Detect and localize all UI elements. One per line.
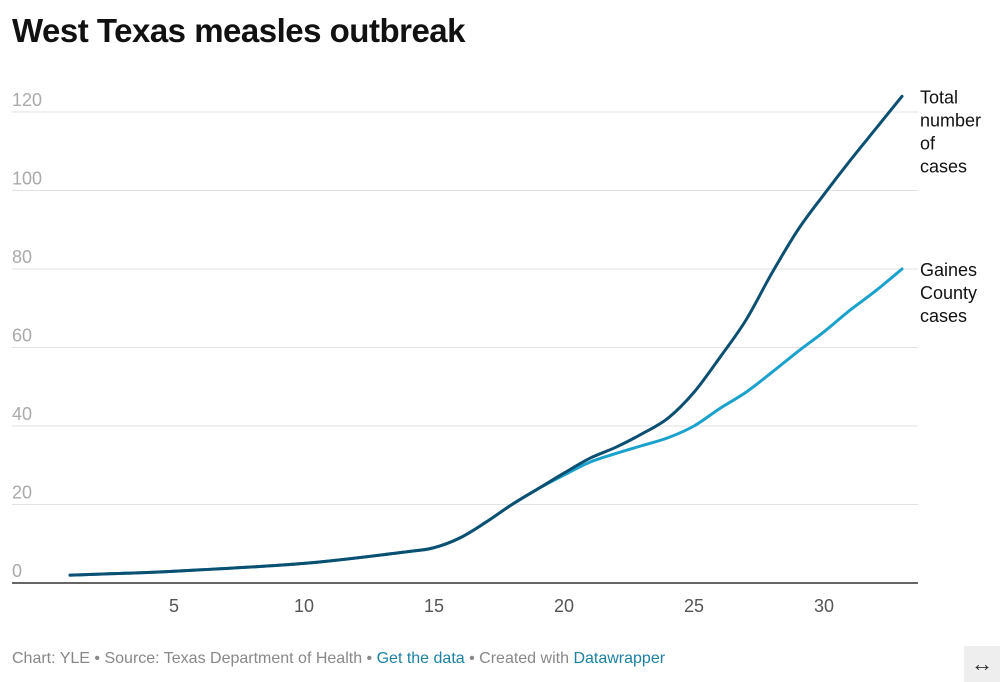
- y-tick-label: 80: [12, 247, 32, 267]
- y-tick-label: 0: [12, 561, 22, 581]
- line-chart: 0 20 40 60 80 100 120 5 10 15 20 25 30 Gaines County ca…: [12, 87, 981, 616]
- series-label: Total: [920, 87, 958, 107]
- y-tick-label: 40: [12, 404, 32, 424]
- x-tick-label: 30: [814, 596, 834, 616]
- separator: •: [89, 650, 105, 667]
- created-with-text: Created with: [479, 650, 569, 667]
- separator: •: [464, 650, 480, 667]
- separator: •: [362, 650, 377, 667]
- series-line-total: [68, 94, 904, 577]
- chart-credit: Chart: YLE: [12, 650, 90, 667]
- x-tick-label: 25: [684, 596, 704, 616]
- expand-icon[interactable]: ↔: [964, 646, 1000, 682]
- series-label: of: [920, 133, 936, 153]
- source-text: Source: Texas Department of Health: [104, 650, 363, 667]
- series-line-gaines: [68, 267, 904, 577]
- y-tick-label: 120: [12, 90, 42, 110]
- x-tick-label: 15: [424, 596, 444, 616]
- y-tick-label: 60: [12, 326, 32, 346]
- chart-footer: Chart: YLE • Source: Texas Department of…: [12, 650, 665, 668]
- y-tick-label: 20: [12, 483, 32, 503]
- chart-title: West Texas measles outbreak: [12, 12, 466, 49]
- x-tick-label: 20: [554, 596, 574, 616]
- series-label: Gaines: [920, 260, 977, 280]
- x-tick-label: 10: [294, 596, 314, 616]
- x-tick-label: 5: [169, 596, 179, 616]
- get-data-link[interactable]: Get the data: [376, 650, 465, 667]
- series-label: cases: [920, 306, 967, 326]
- datawrapper-link[interactable]: Datawrapper: [573, 650, 666, 667]
- y-tick-label: 100: [12, 169, 42, 189]
- series-label: County: [920, 283, 977, 303]
- series-label: cases: [920, 156, 967, 176]
- series-label: number: [920, 110, 981, 130]
